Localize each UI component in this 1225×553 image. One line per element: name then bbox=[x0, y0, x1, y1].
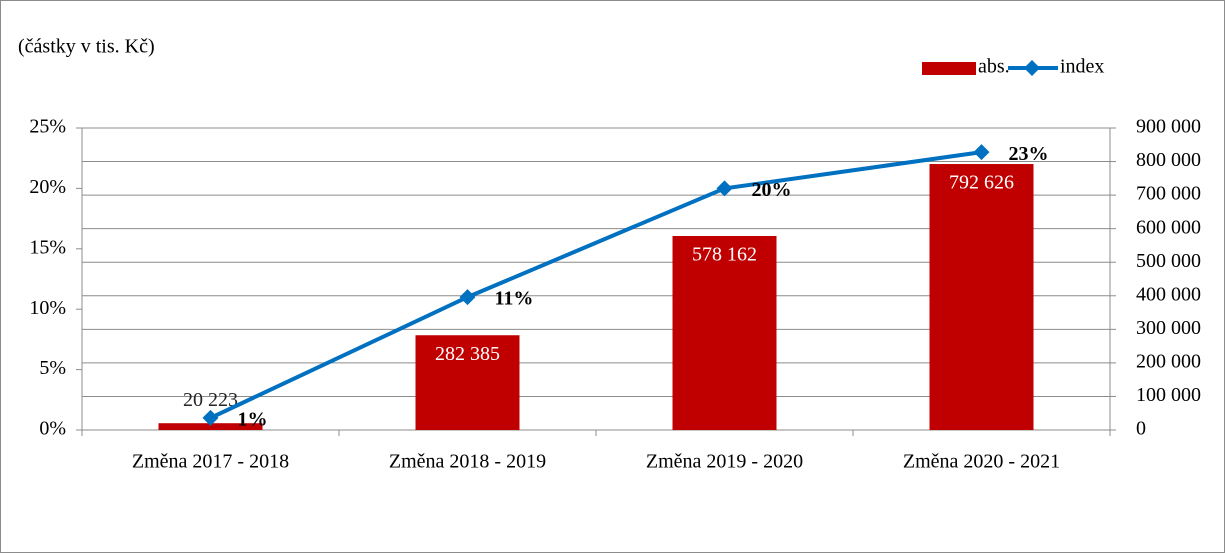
y2-tick-label: 900 000 bbox=[1136, 116, 1201, 138]
y2-tick-label: 600 000 bbox=[1136, 216, 1201, 238]
y2-tick-label: 700 000 bbox=[1136, 183, 1201, 205]
bar bbox=[158, 423, 263, 430]
y-tick-label: 15% bbox=[29, 236, 66, 258]
legend-label: abs. bbox=[978, 56, 1010, 78]
y2-tick-label: 500 000 bbox=[1136, 250, 1201, 272]
y2-tick-label: 0 bbox=[1136, 418, 1146, 440]
x-tick-label: Změna 2019 - 2020 bbox=[646, 451, 803, 473]
y-tick-label: 5% bbox=[39, 357, 66, 379]
x-tick-label: Změna 2020 - 2021 bbox=[903, 451, 1060, 473]
y-tick-label: 0% bbox=[39, 418, 66, 440]
y2-tick-label: 800 000 bbox=[1136, 149, 1201, 171]
bar-value-label: 20 223 bbox=[183, 389, 238, 411]
legend-swatch bbox=[922, 62, 976, 75]
x-tick-label: Změna 2017 - 2018 bbox=[132, 451, 289, 473]
y-tick-label: 20% bbox=[29, 176, 66, 198]
bar bbox=[672, 235, 777, 430]
bar-value-label: 792 626 bbox=[949, 172, 1014, 194]
y-tick-label: 10% bbox=[29, 297, 66, 319]
line-marker bbox=[973, 144, 990, 161]
line-value-label: 1% bbox=[238, 409, 268, 431]
bar bbox=[929, 164, 1034, 430]
x-tick-label: Změna 2018 - 2019 bbox=[389, 451, 546, 473]
y2-tick-label: 200 000 bbox=[1136, 350, 1201, 372]
line bbox=[209, 150, 982, 420]
y2-tick-label: 400 000 bbox=[1136, 283, 1201, 305]
y-tick-label: 25% bbox=[29, 116, 66, 138]
legend-marker bbox=[1024, 60, 1040, 76]
y2-tick-label: 100 000 bbox=[1136, 384, 1201, 406]
bar-value-label: 578 162 bbox=[692, 244, 757, 266]
line-value-label: 23% bbox=[1009, 143, 1049, 165]
line-marker bbox=[716, 180, 733, 197]
line-marker bbox=[459, 289, 476, 306]
y2-tick-label: 300 000 bbox=[1136, 317, 1201, 339]
bar-value-label: 282 385 bbox=[435, 343, 500, 365]
line-marker bbox=[202, 409, 219, 426]
line-value-label: 20% bbox=[752, 179, 792, 201]
chart-title: (částky v tis. Kč) bbox=[18, 36, 155, 58]
line-value-label: 11% bbox=[495, 288, 534, 310]
bar bbox=[415, 335, 520, 430]
legend-label: index bbox=[1060, 56, 1104, 78]
